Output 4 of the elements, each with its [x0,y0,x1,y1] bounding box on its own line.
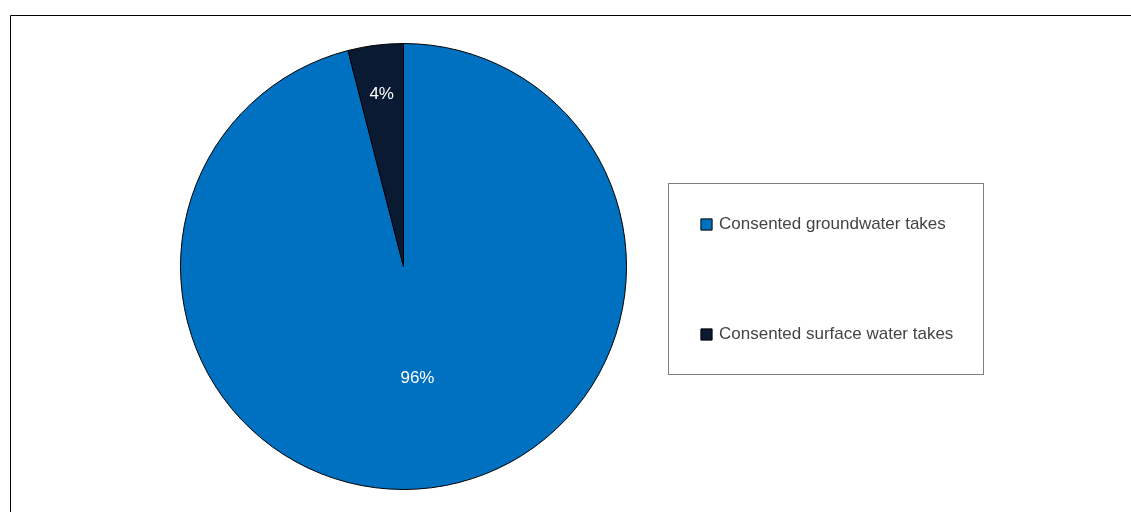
data-label: 96% [400,367,435,387]
legend-label: Consented surface water takes [719,324,954,344]
legend-label: Consented groundwater takes [719,214,946,234]
data-label: 4% [369,84,394,104]
